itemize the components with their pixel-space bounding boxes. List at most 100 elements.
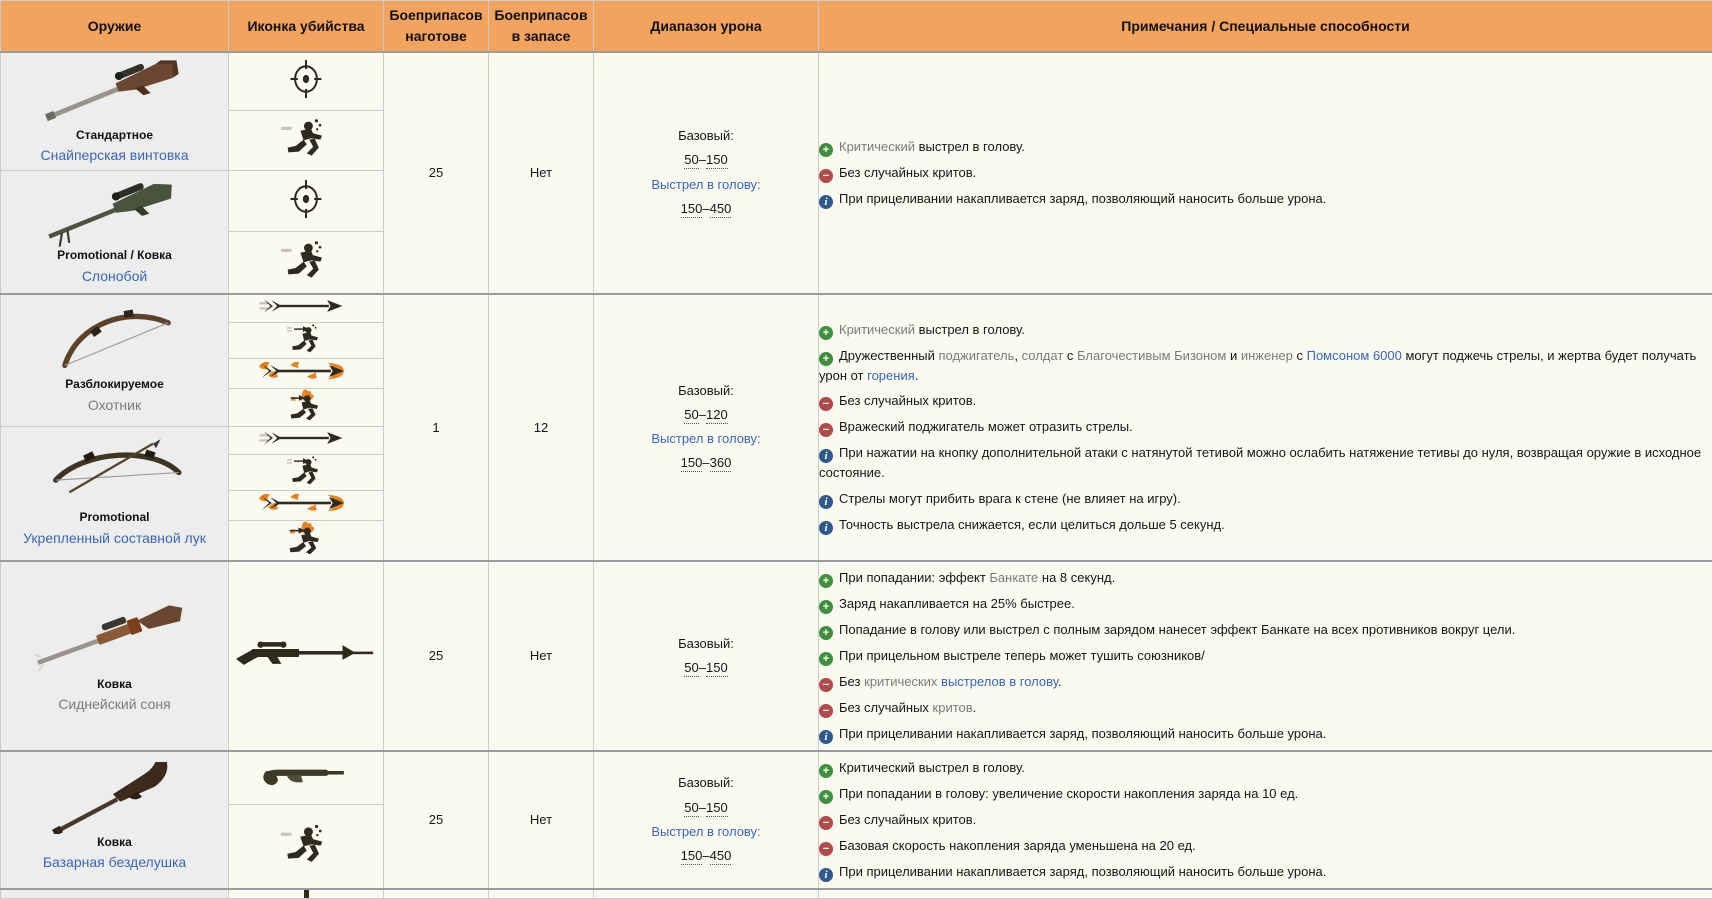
column-header-ammo-carried: Боеприпасов в запасе [489,1,594,52]
weapon-type-label: Разблокируемое [1,377,228,393]
column-header-ammo-loaded: Боеприпасов наготове [384,1,489,52]
ammo-carried-value: Нет [489,561,594,751]
damage-base-label: Базовый: [678,636,734,651]
weapon-name-current: Охотник [1,396,228,414]
weapon-name-current: Сиднейский соня [1,695,228,713]
arrow-kill-icon [236,427,376,449]
damage-range-cell: Базовый: 50–150 Выстрел в голову: 150–45… [594,751,819,889]
note-line: −Без случайных критов. [819,391,1712,411]
notes-cell: +Критический выстрел в голову. +При попад… [819,751,1712,889]
note-line: +Критический выстрел в голову. [819,758,1712,778]
note-text: Базовая скорость накопления заряда умень… [839,838,1196,853]
kill-icon-cell [229,294,384,323]
note-link: Критический [839,139,915,154]
note-line: −Без случайных критов. [819,698,1712,718]
damage-headshot-link[interactable]: Выстрел в голову: [651,177,760,192]
machina-rifle-image [22,173,208,247]
kill-icon-cell [229,490,384,520]
note-link: Критический [839,322,915,337]
note-link[interactable]: выстрелов в голову [941,674,1058,689]
note-link: инженер [1241,348,1293,363]
huntsman-bow-image [30,300,200,376]
minus-bullet-icon: − [819,423,833,437]
weapon-type-label: Promotional / Ковка [1,248,228,264]
info-bullet-icon: i [819,195,833,209]
partial-next-row [1,889,1712,899]
ammo-loaded-value: 25 [384,561,489,751]
note-line: −Вражеский поджигатель может отразить ст… [819,417,1712,437]
note-line: +При попадании в голову: увеличение скор… [819,784,1712,804]
info-bullet-icon: i [819,449,833,463]
minus-bullet-icon: − [819,842,833,856]
weapon-name-link[interactable]: Снайперская винтовка [1,146,228,164]
weapon-type-label: Ковка [1,835,228,851]
damage-range-cell: Базовый: 50–150 Выстрел в голову: 150–45… [594,52,819,294]
weapon-cell-fortified-compound: Promotional Укрепленный составной лук [1,426,229,561]
note-text: При нажатии на кнопку дополнительной ата… [819,445,1701,480]
weapon-type-label: Стандартное [1,128,228,144]
note-text: Без случайных критов. [839,165,976,180]
scope-crosshair-kill-icon [286,59,326,99]
note-text: При прицеливании накапливается заряд, по… [839,191,1326,206]
note-text: Без случайных критов. [839,812,976,827]
ammo-loaded-value: 25 [384,751,489,889]
partial-kill-icon [304,890,309,898]
kill-icon-cell [229,454,384,490]
kill-icon-cell [229,561,384,751]
info-bullet-icon: i [819,521,833,535]
minus-bullet-icon: − [819,678,833,692]
damage-headshot-range: 150–450 [594,200,818,218]
flaming-arrow-kill-icon [232,359,380,383]
note-link: солдат [1022,348,1064,363]
note-line: +При прицельном выстреле теперь может ту… [819,646,1712,666]
fortified-compound-bow-image [30,433,200,509]
note-text: с [1293,348,1307,363]
note-link: поджигатель [938,348,1014,363]
note-text: . [915,368,919,383]
sniper-rifle-image [22,53,208,127]
damage-base-range: 50–150 [594,799,818,817]
weapon-cell-sniper-rifle: Стандартное Снайперская винтовка [1,52,229,171]
partial-weapon-cell [1,889,229,899]
note-text: выстрел в голову. [915,139,1025,154]
weapon-name-link[interactable]: Укрепленный составной лук [1,529,228,547]
notes-cell: +Критический выстрел в голову.−Без случа… [819,52,1712,294]
damage-range-cell: Базовый: 50–120 Выстрел в голову: 150–36… [594,294,819,561]
damage-base-range: 50–150 [594,659,818,677]
arrow-kill-icon [236,295,376,317]
kill-icon-cell [229,388,384,426]
weapon-cell-bazaar-bargain: Ковка Базарная безделушка [1,751,229,889]
headshot-kill-icon [280,118,332,158]
kill-icon-cell [229,232,384,294]
note-text: на 8 секунд. [1038,570,1115,585]
note-text: При прицельном выстреле теперь может туш… [839,648,1205,663]
kill-icon-cell [229,358,384,388]
damage-headshot-range: 150–360 [594,454,818,472]
damage-headshot-link[interactable]: Выстрел в голову: [651,824,760,839]
column-header-weapon: Оружие [1,1,229,52]
plus-bullet-icon: + [819,143,833,157]
notes-cell: +При попадании: эффект Банкате на 8 секу… [819,561,1712,751]
plus-bullet-icon: + [819,352,833,366]
note-link[interactable]: Помсоном 6000 [1307,348,1402,363]
note-link: Банкате [989,570,1038,585]
ammo-loaded-value: 1 [384,294,489,561]
note-text: Вражеский поджигатель может отразить стр… [839,419,1133,434]
note-link[interactable]: горения [867,368,915,383]
kill-icon-cell [229,804,384,888]
note-line: +Попадание в голову или выстрел с полным… [819,620,1712,640]
note-text: При попадании: эффект [839,570,989,585]
damage-headshot-link[interactable]: Выстрел в голову: [651,431,760,446]
note-text: , [1014,348,1021,363]
note-text: Без [839,674,864,689]
weapon-cell-machina: Promotional / Ковка Слонобой [1,171,229,294]
ammo-loaded-value: 25 [384,52,489,294]
note-line: + Критический выстрел в голову. [819,137,1712,157]
weapon-name-link[interactable]: Базарная безделушка [1,853,228,871]
note-text: При попадании в голову: увеличение скоро… [839,786,1298,801]
scope-crosshair-kill-icon [286,179,326,219]
weapon-name-link[interactable]: Слонобой [1,267,228,285]
kill-icon-cell [229,751,384,805]
musket-kill-icon [259,759,354,791]
